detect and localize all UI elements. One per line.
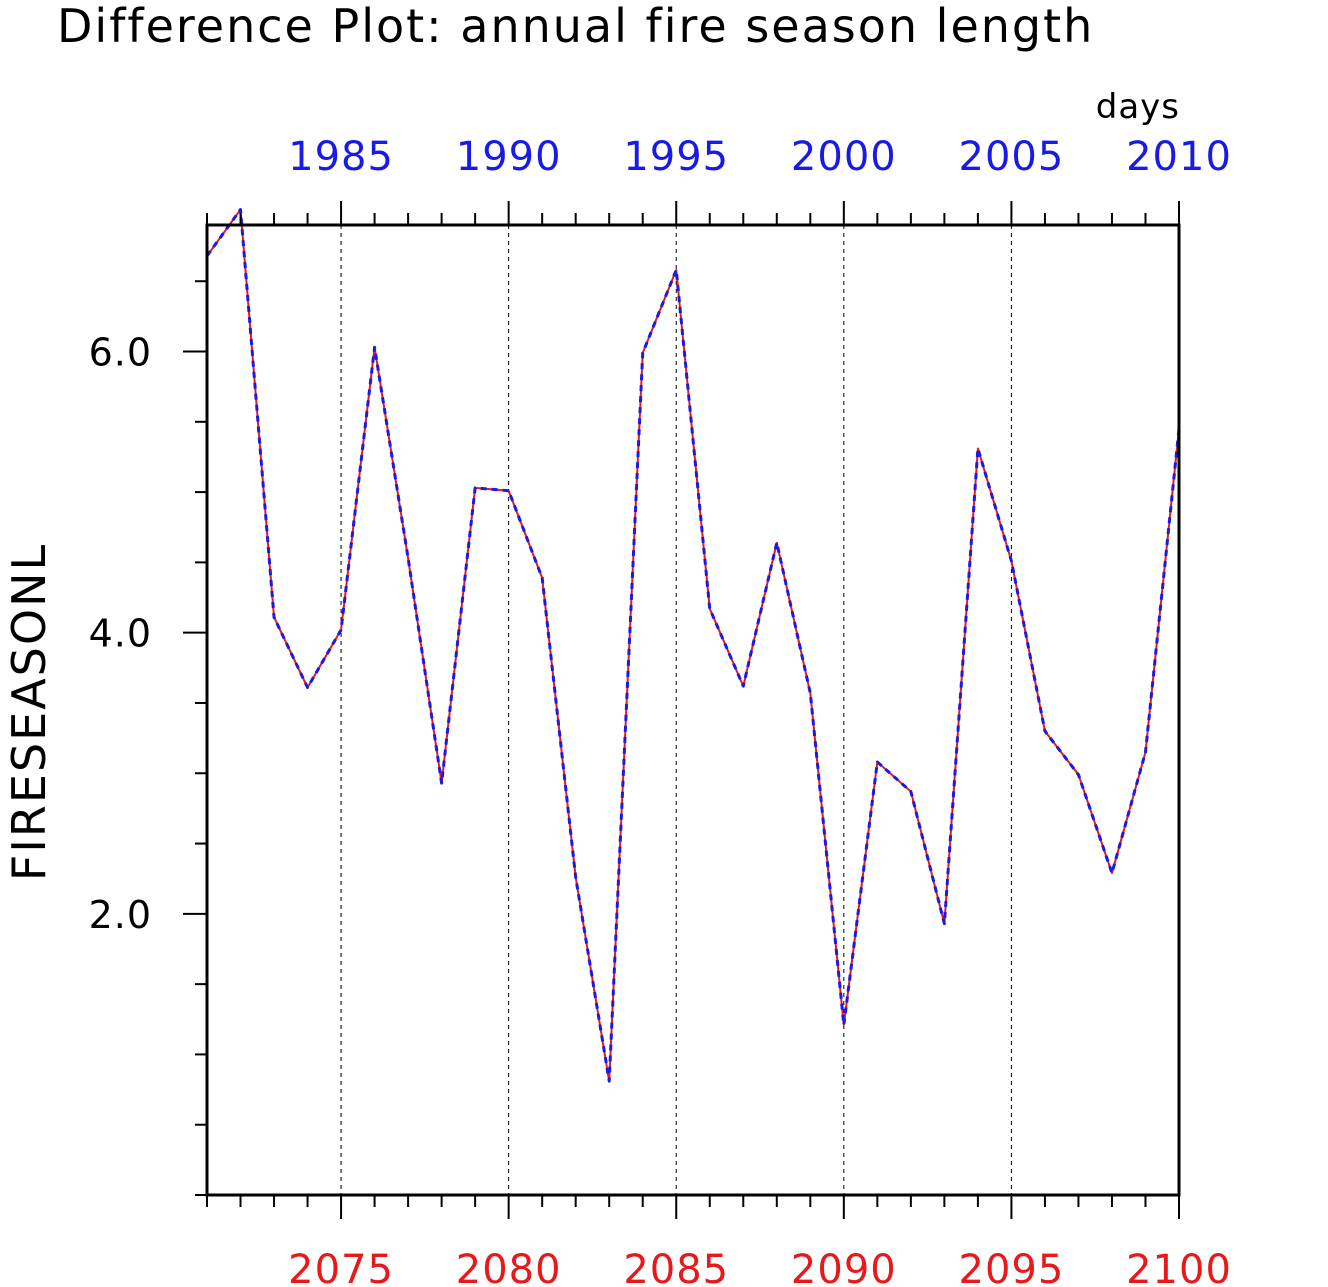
x-top-tick-label: 2005 [959, 134, 1065, 180]
x-bottom-tick-label: 2090 [791, 1247, 897, 1287]
units-label: days [1096, 87, 1180, 127]
series-line-red [206, 208, 1180, 1083]
x-bottom-tick-label: 2100 [1126, 1247, 1232, 1287]
y-tick-label: 6.0 [89, 331, 152, 375]
tick-labels: 2.0 4.0 6.0 1985 1990 1995 2000 2005 2010 2075 208… [89, 134, 1232, 1287]
y-tick-label: 4.0 [89, 612, 152, 656]
x-bottom-tick-label: 2095 [959, 1247, 1065, 1287]
chart-title: Difference Plot: annual fire season leng… [57, 0, 1094, 53]
x-top-tick-label: 2000 [791, 134, 897, 180]
y-tick-label: 2.0 [89, 893, 152, 937]
x-top-tick-label: 1985 [288, 134, 394, 180]
series-line-blue [205, 208, 1181, 1083]
x-top-tick-label: 1990 [456, 134, 562, 180]
x-top-tick-label: 2010 [1126, 134, 1232, 180]
x-bottom-tick-label: 2080 [456, 1247, 562, 1287]
axes [183, 201, 1181, 1219]
x-top-tick-label: 1995 [623, 134, 729, 180]
plot-frame [205, 223, 1181, 1197]
gridlines [340, 225, 1012, 1195]
x-bottom-tick-label: 2075 [288, 1247, 394, 1287]
x-bottom-tick-label: 2085 [623, 1247, 729, 1287]
y-axis-label: FIRESEASONL [2, 543, 56, 881]
series-lines [205, 208, 1181, 1083]
